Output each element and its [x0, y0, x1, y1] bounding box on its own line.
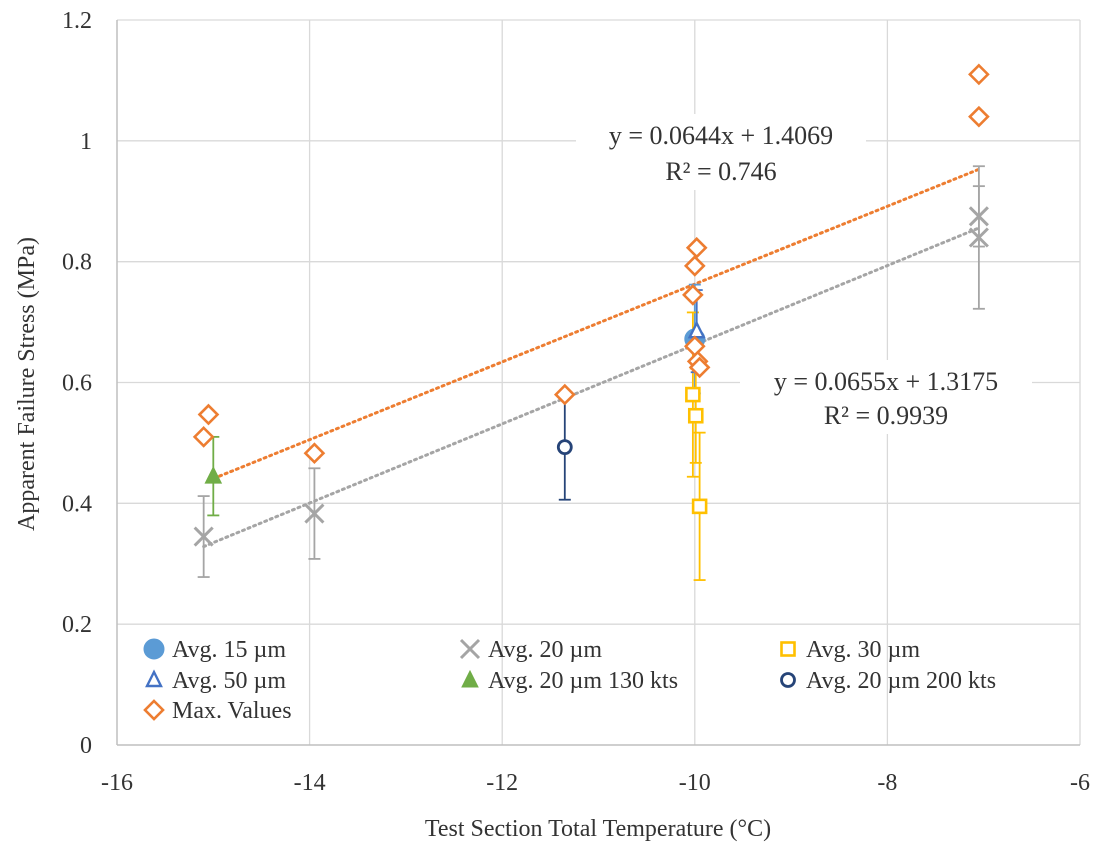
data-point [687, 407, 704, 424]
legend-entry: Avg. 20 µm 130 kts [461, 668, 678, 694]
trendline-equation: y = 0.0655x + 1.3175 [774, 367, 998, 396]
trendline [202, 226, 981, 549]
legend-entry: Max. Values [143, 698, 292, 724]
legend-marker [143, 638, 165, 660]
trendline-label-background [576, 114, 866, 190]
marker-shape [691, 498, 708, 515]
marker-shape [780, 672, 796, 688]
data-point [192, 426, 215, 448]
y-tick-label: 0 [80, 733, 92, 759]
marker-shape [685, 386, 701, 403]
legend-entry: Avg. 30 µm [780, 637, 920, 663]
marker-shape [143, 638, 165, 660]
legend-entry: Avg. 50 µm [145, 668, 286, 694]
legend-marker [145, 669, 163, 688]
marker-shape [459, 638, 481, 660]
legend: Avg. 15 µm Avg. 20 µm Avg. 30 µm Avg. 50 µm… [143, 637, 996, 724]
data-point [968, 206, 989, 227]
marker-shape [968, 206, 989, 227]
data-point [683, 255, 706, 277]
trendline-label: y = 0.0644x + 1.4069 R² = 0.746 [576, 114, 866, 190]
y-tick-label: 0.4 [62, 491, 92, 517]
axes: -16 -14 -12 -10 -8 -6 0 0.2 0.4 0.6 0.8 1 1.2 [62, 8, 1090, 796]
marker-shape [553, 383, 576, 406]
data-point [556, 439, 573, 456]
data-point [968, 63, 990, 86]
legend-entry: Avg. 20 µm 200 kts [780, 668, 996, 694]
legend-marker [780, 641, 796, 657]
y-tick-label: 0.6 [62, 371, 92, 397]
marker-shape [556, 439, 573, 456]
y-tick-label: 0.2 [62, 612, 92, 638]
data-point [687, 320, 706, 339]
marker-shape [780, 641, 796, 657]
legend-marker [780, 672, 796, 688]
x-tick-label: -6 [1070, 770, 1090, 796]
legend-label: Avg. 20 µm 200 kts [806, 668, 996, 694]
trendline-equation: y = 0.0644x + 1.4069 [609, 121, 833, 150]
marker-shape [145, 669, 163, 688]
data-point [204, 466, 223, 484]
marker-shape [687, 407, 704, 424]
data-point [193, 526, 214, 547]
marker-shape [192, 426, 215, 448]
marker-shape [688, 356, 711, 379]
data-point [685, 386, 701, 403]
legend-marker [461, 669, 479, 688]
x-tick-label: -8 [877, 770, 897, 796]
legend-entry: Avg. 20 µm [459, 637, 602, 663]
data-point [304, 503, 325, 524]
y-tick-label: 1 [80, 129, 92, 155]
marker-shape [968, 227, 989, 248]
legend-label: Avg. 20 µm [488, 637, 602, 663]
trendline [206, 167, 981, 483]
marker-shape [143, 699, 165, 721]
data-point [691, 498, 708, 515]
marker-shape [204, 466, 223, 484]
data-point [197, 403, 220, 426]
data-point [682, 284, 704, 306]
legend-label: Avg. 50 µm [172, 668, 286, 694]
trendline-label: y = 0.0655x + 1.3175 R² = 0.9939 [740, 360, 1032, 434]
x-tick-label: -16 [101, 770, 133, 796]
data-point [968, 105, 990, 128]
legend-marker [143, 699, 165, 721]
trendline-r-squared: R² = 0.9939 [824, 401, 948, 430]
legend-marker [459, 638, 481, 660]
marker-shape [968, 63, 990, 86]
marker-shape [303, 442, 326, 465]
marker-shape [682, 284, 704, 306]
data-point [685, 236, 708, 259]
marker-shape [968, 105, 990, 128]
data-point [553, 383, 576, 406]
x-axis-title: Test Section Total Temperature (°C) [425, 816, 771, 842]
data-point [688, 356, 711, 379]
y-axis-title: Apparent Failure Stress (MPa) [14, 237, 40, 531]
marker-shape [683, 255, 706, 277]
data-point [968, 227, 989, 248]
marker-shape [685, 236, 708, 259]
y-tick-label: 1.2 [62, 8, 92, 34]
legend-label: Avg. 20 µm 130 kts [488, 668, 678, 694]
marker-shape [687, 320, 706, 339]
legend-label: Max. Values [172, 698, 292, 724]
x-tick-label: -14 [294, 770, 326, 796]
trendline-r-squared: R² = 0.746 [665, 157, 776, 186]
data-markers [192, 63, 990, 547]
trendline-annotations: y = 0.0644x + 1.4069 R² = 0.746 y = 0.0655… [576, 114, 1032, 434]
marker-shape [461, 669, 479, 688]
data-point [303, 442, 326, 465]
trendlines [202, 167, 981, 549]
marker-shape [304, 503, 325, 524]
legend-entry: Avg. 15 µm [143, 637, 286, 663]
marker-shape [197, 403, 220, 426]
trendline-label-background [740, 360, 1032, 434]
marker-shape [193, 526, 214, 547]
x-tick-label: -12 [486, 770, 518, 796]
legend-label: Avg. 30 µm [806, 637, 920, 663]
y-tick-label: 0.8 [62, 250, 92, 276]
x-tick-label: -10 [679, 770, 711, 796]
legend-label: Avg. 15 µm [172, 637, 286, 663]
